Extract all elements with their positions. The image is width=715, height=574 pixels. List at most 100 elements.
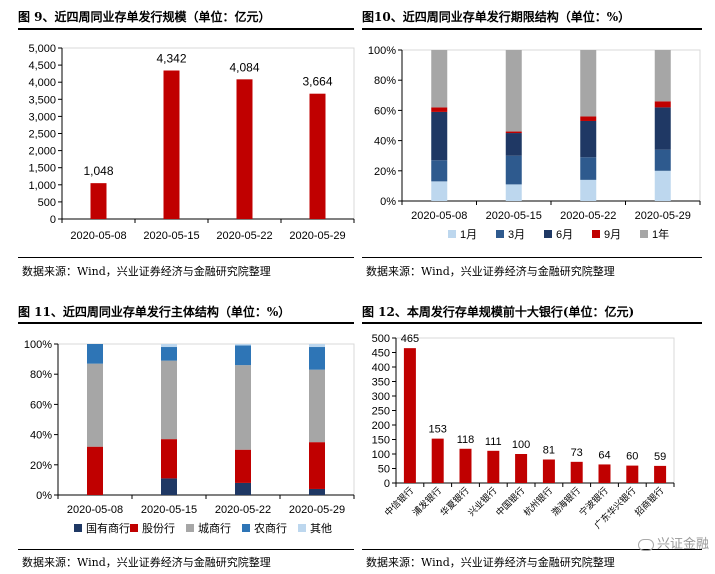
c4-y-tick-label: 500 <box>372 333 390 345</box>
chart3-source: 数据来源：Wind，兴业证券经济与金融研究院整理 <box>22 556 271 569</box>
c2-x-tick-label: 2020-05-08 <box>411 210 467 222</box>
c3-x-tick-label: 2020-05-29 <box>289 504 345 516</box>
c2-bar-segment <box>431 50 448 108</box>
chart3-title-rule <box>18 322 354 324</box>
c3-bar-segment <box>161 478 177 495</box>
c1-y-tick-label: 5,000 <box>28 43 56 55</box>
c2-legend-swatch <box>592 230 600 238</box>
c2-x-tick-label: 2020-05-29 <box>635 210 691 222</box>
c4-bar <box>598 464 611 483</box>
c3-x-tick-label: 2020-05-08 <box>67 504 123 516</box>
c1-y-tick-label: 3,000 <box>28 111 56 123</box>
c4-data-label: 153 <box>429 424 447 436</box>
c2-bar-segment <box>654 50 671 102</box>
c2-bar-segment <box>580 116 597 121</box>
c1-y-tick-label: 0 <box>50 214 56 226</box>
c2-bar-segment <box>505 155 522 185</box>
c2-bar-segment <box>580 50 597 117</box>
c4-x-tick-label: 杭州银行 <box>521 485 554 518</box>
wechat-icon <box>637 538 654 551</box>
c4-y-tick-label: 450 <box>372 348 390 360</box>
c2-x-tick-label: 2020-05-15 <box>486 210 542 222</box>
c2-bar-segment <box>580 179 597 201</box>
c2-legend-swatch <box>448 230 456 238</box>
chart4-title: 图 12、本周发行存单规模前十大银行(单位：亿元) <box>362 305 635 319</box>
c1-x-tick-label: 2020-05-15 <box>143 230 199 242</box>
c4-bar <box>459 448 472 483</box>
chart2-source: 数据来源：Wind，兴业证券经济与金融研究院整理 <box>366 265 615 278</box>
c3-legend-swatch <box>298 524 306 532</box>
c2-bar-segment <box>654 101 671 108</box>
c4-x-tick-label: 华夏银行 <box>438 485 471 518</box>
c4-x-tick-label: 浦发银行 <box>410 485 443 518</box>
c2-bar-segment <box>505 184 522 201</box>
c3-bar-segment <box>87 363 103 447</box>
c2-x-tick-label: 2020-05-22 <box>560 210 616 222</box>
c2-bar-segment <box>431 160 448 182</box>
c4-y-tick-label: 100 <box>372 449 390 461</box>
chart4-source-rule <box>362 549 702 550</box>
c3-x-tick-label: 2020-05-22 <box>215 504 271 516</box>
chart1-source: 数据来源：Wind，兴业证券经济与金融研究院整理 <box>22 265 271 278</box>
chart2-maturity-structure: 0% 20% 40% 60% 80% 100% 2020-05-08 2020-05-15 20… <box>368 45 701 241</box>
c3-legend-label: 国有商行 <box>86 521 130 535</box>
c4-data-label: 60 <box>626 451 638 463</box>
c4-y-tick-label: 300 <box>372 391 390 403</box>
chart1-title-rule <box>18 28 354 30</box>
chart3-source-rule <box>18 549 354 550</box>
c1-data-label: 4,342 <box>156 52 186 66</box>
c2-y-tick-label: 100% <box>368 45 396 57</box>
c4-data-label: 118 <box>457 434 475 446</box>
c4-x-tick-label: 招商银行 <box>632 485 665 518</box>
c1-y-tick-label: 1,000 <box>28 180 56 192</box>
c3-bar-segment <box>309 488 325 495</box>
c1-y-tick-label: 4,500 <box>28 60 56 72</box>
c1-y-tick-label: 2,500 <box>28 129 56 141</box>
c3-x-tick-label: 2020-05-15 <box>141 504 197 516</box>
c4-y-tick-label: 400 <box>372 362 390 374</box>
c3-legend-label: 农商行 <box>254 521 287 535</box>
c2-legend-label: 3月 <box>508 229 525 241</box>
c3-legend-swatch <box>130 524 138 532</box>
c4-x-tick-label: 中国银行 <box>493 485 526 518</box>
c1-data-label: 1,048 <box>83 164 113 178</box>
c3-legend-label: 其他 <box>310 522 332 535</box>
c3-bar-segment <box>235 365 251 450</box>
c2-y-tick-label: 80% <box>374 75 396 87</box>
c3-bar-segment <box>309 344 325 348</box>
c2-legend-label: 6月 <box>556 229 573 241</box>
c4-x-tick-label: 兴业银行 <box>465 485 498 518</box>
c2-bar-segment <box>431 181 448 201</box>
c3-legend-swatch <box>242 524 250 532</box>
chart2-title: 图10、近四周同业存单发行期限结构（单位：%） <box>362 10 631 24</box>
c4-bar <box>654 465 667 483</box>
chart4-title-rule <box>362 322 702 324</box>
c1-data-label: 4,084 <box>229 60 259 74</box>
c2-legend-swatch <box>496 230 504 238</box>
c2-bar-segment <box>654 149 671 171</box>
c4-data-label: 81 <box>543 445 555 457</box>
watermark: 兴证金融 <box>637 533 709 552</box>
c3-bar-segment <box>87 344 103 364</box>
chart3-title: 图 11、近四周同业存单发行主体结构（单位：%） <box>18 305 291 319</box>
c4-data-label: 73 <box>571 447 583 459</box>
c1-y-tick-label: 2,000 <box>28 146 56 158</box>
c3-bar-segment <box>235 344 251 346</box>
c4-bar <box>542 459 555 483</box>
c2-bar-segment <box>431 111 448 161</box>
c4-bar <box>515 454 528 483</box>
c3-y-tick-label: 80% <box>30 369 52 381</box>
c4-y-tick-label: 50 <box>378 464 390 476</box>
c4-data-label: 465 <box>401 333 419 345</box>
c4-bar <box>431 438 444 483</box>
c4-bar <box>626 465 639 483</box>
c4-bar <box>487 450 500 483</box>
c2-legend-label: 1年 <box>652 227 669 241</box>
c4-data-label: 64 <box>598 449 610 461</box>
c2-legend-swatch <box>544 230 552 238</box>
c4-data-label: 100 <box>512 439 530 451</box>
c3-bar-segment <box>161 347 177 361</box>
c3-bar-segment <box>161 439 177 479</box>
c2-bar-segment <box>431 107 448 112</box>
c2-legend-swatch <box>640 230 648 238</box>
